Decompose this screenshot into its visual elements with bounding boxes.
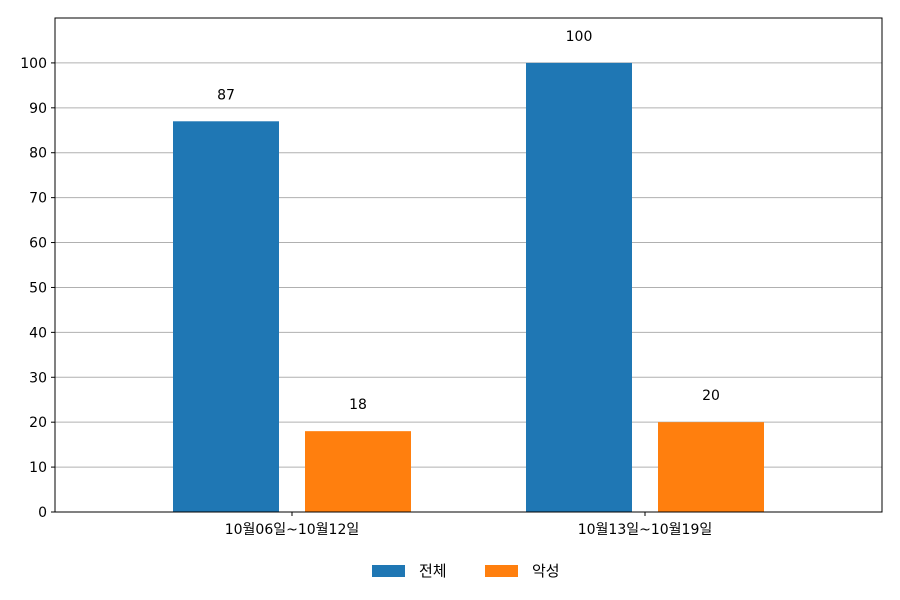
y-tick-label: 10 xyxy=(29,460,47,476)
bar-malicious xyxy=(305,431,411,512)
bar-value-label: 20 xyxy=(702,388,720,404)
bar-total xyxy=(173,121,279,513)
y-tick-label: 50 xyxy=(29,280,47,296)
x-axis-ticks: 10월06일~10월12일 10월13일~10월19일 xyxy=(225,512,713,538)
legend-label: 전체 xyxy=(419,562,447,580)
bar-total xyxy=(526,62,632,513)
y-tick-label: 70 xyxy=(29,191,47,207)
bar-value-label: 18 xyxy=(349,397,367,413)
bar-malicious xyxy=(658,422,764,512)
y-tick-label: 100 xyxy=(20,56,47,72)
y-tick-label: 90 xyxy=(29,101,47,117)
data-labels: 87 18 100 20 xyxy=(217,29,720,413)
plot-frame xyxy=(54,17,883,513)
legend-swatch xyxy=(485,565,518,577)
legend: 전체 악성 xyxy=(372,562,560,580)
bar-value-label: 100 xyxy=(566,29,593,45)
y-tick-label: 60 xyxy=(29,236,47,252)
x-tick-label: 10월06일~10월12일 xyxy=(225,522,360,538)
legend-swatch xyxy=(372,565,405,577)
y-tick-label: 30 xyxy=(29,370,47,386)
y-tick-label: 80 xyxy=(29,146,47,162)
bar-value-label: 87 xyxy=(217,87,235,103)
x-tick-label: 10월13일~10월19일 xyxy=(578,522,713,538)
y-tick-label: 0 xyxy=(38,505,47,521)
bars xyxy=(173,62,764,513)
y-tick-label: 20 xyxy=(29,415,47,431)
y-tick-label: 40 xyxy=(29,325,47,341)
y-axis-ticks: 0 10 20 30 40 50 60 70 80 90 100 xyxy=(20,56,55,521)
legend-label: 악성 xyxy=(532,562,560,580)
